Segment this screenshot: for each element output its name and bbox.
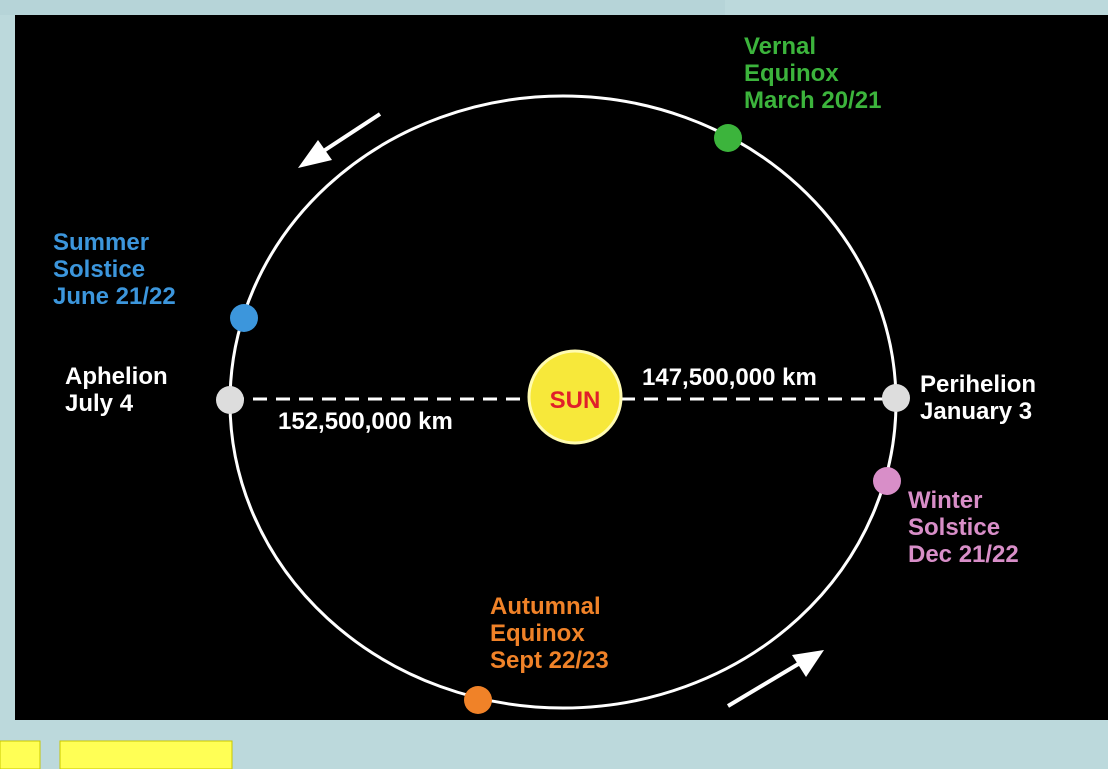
button[interactable] bbox=[0, 741, 40, 769]
distance-label: 147,500,000 km bbox=[642, 364, 817, 391]
sun-label: SUN bbox=[550, 387, 601, 414]
aphelion-label: Aphelion bbox=[65, 363, 168, 390]
aphelion-marker bbox=[216, 386, 244, 414]
summer-solstice-label: June 21/22 bbox=[53, 283, 176, 310]
autumnal-equinox-label: Equinox bbox=[490, 620, 585, 647]
vernal-equinox-label: Vernal bbox=[744, 33, 816, 60]
autumnal-equinox-marker bbox=[464, 686, 492, 714]
perihelion-label: Perihelion bbox=[920, 371, 1036, 398]
page: {"diagram": { "sun": "SUN", "distances":… bbox=[0, 0, 1108, 769]
perihelion-marker bbox=[882, 384, 910, 412]
perihelion-label: January 3 bbox=[920, 398, 1032, 425]
autumnal-equinox-label: Sept 22/23 bbox=[490, 647, 609, 674]
winter-solstice-marker bbox=[873, 467, 901, 495]
vernal-equinox-label: Equinox bbox=[744, 60, 839, 87]
button[interactable] bbox=[60, 741, 232, 769]
autumnal-equinox-label: Autumnal bbox=[490, 593, 601, 620]
summer-solstice-marker bbox=[230, 304, 258, 332]
winter-solstice-label: Solstice bbox=[908, 514, 1000, 541]
winter-solstice-label: Winter bbox=[908, 487, 982, 514]
aphelion-label: July 4 bbox=[65, 390, 134, 417]
summer-solstice-label: Solstice bbox=[53, 256, 145, 283]
top-strip bbox=[0, 0, 725, 15]
summer-solstice-label: Summer bbox=[53, 229, 149, 256]
vernal-equinox-marker bbox=[714, 124, 742, 152]
vernal-equinox-label: March 20/21 bbox=[744, 87, 881, 114]
winter-solstice-label: Dec 21/22 bbox=[908, 541, 1019, 568]
screen: SUN 152,500,000 km 147,500,000 km Vernal… bbox=[0, 0, 1108, 769]
distance-label: 152,500,000 km bbox=[278, 408, 453, 435]
